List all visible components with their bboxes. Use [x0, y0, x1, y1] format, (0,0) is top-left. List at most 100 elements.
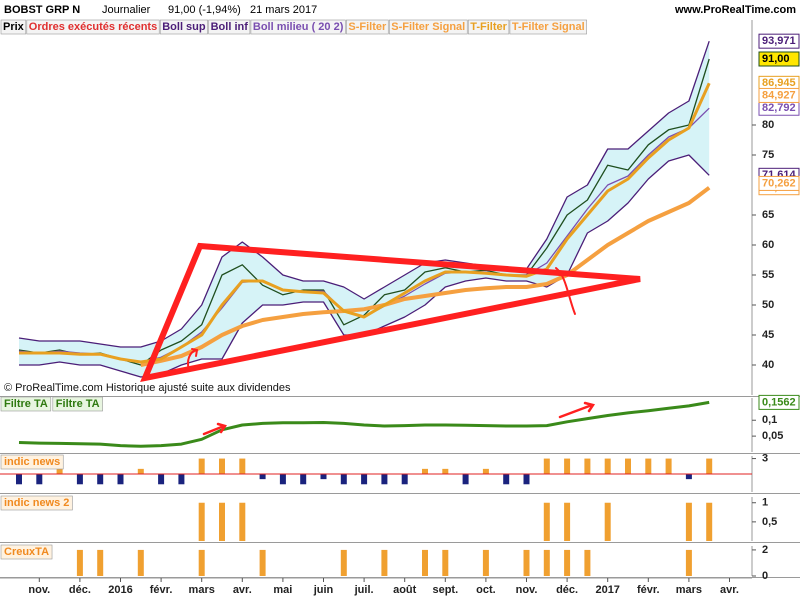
- x-tick-label: mars: [189, 584, 215, 596]
- legend-entry: Prix: [3, 21, 25, 33]
- legend-entry: S-Filter: [348, 21, 387, 33]
- value-box-label: 86,945: [762, 77, 796, 89]
- bar: [198, 502, 205, 541]
- legend-box: [208, 19, 251, 35]
- x-tick-label: oct.: [476, 584, 496, 596]
- y-tick-label: 60: [762, 239, 774, 251]
- y-tick-label: 2: [762, 544, 768, 556]
- panel-title: Filtre TA: [4, 398, 48, 410]
- bar: [685, 502, 692, 541]
- bar: [198, 458, 205, 474]
- y-tick-label: 80: [762, 119, 774, 131]
- bar: [706, 502, 713, 541]
- bar: [16, 474, 22, 485]
- x-tick-label: déc.: [69, 584, 91, 596]
- bar: [685, 549, 692, 576]
- series-line: [18, 58, 710, 366]
- series-line: [18, 400, 710, 448]
- bar: [361, 474, 368, 485]
- legend-box: [26, 19, 160, 35]
- header-bar: [0, 0, 800, 18]
- value-box-label: 91,00: [762, 53, 790, 65]
- bar: [584, 458, 591, 474]
- bar: [76, 474, 83, 485]
- legend-box: [467, 19, 510, 35]
- bar: [198, 549, 205, 576]
- legend-entry: Boll milieu ( 20 2): [253, 21, 344, 33]
- x-tick-label: sept.: [432, 584, 458, 596]
- panel-title-box: [0, 544, 53, 560]
- panel-title-box: [52, 396, 103, 412]
- bar: [239, 502, 246, 541]
- annotations: [140, 242, 641, 436]
- bar: [625, 458, 631, 474]
- x-tick-label: juil.: [354, 584, 374, 596]
- bar: [76, 549, 83, 576]
- legend-box: [388, 19, 468, 35]
- bar: [178, 474, 185, 485]
- legend-entry: Boll inf: [211, 21, 249, 33]
- bar: [564, 502, 571, 541]
- bar: [564, 458, 571, 474]
- value-box: [758, 175, 800, 191]
- bar: [543, 549, 550, 576]
- x-tick-label: nov.: [28, 584, 50, 596]
- value-box: [758, 51, 800, 67]
- legend-box: [250, 19, 346, 35]
- value-box-label: 82,792: [762, 102, 796, 114]
- value-box: [758, 87, 800, 103]
- legend-entry: Ordres exécutés récents: [29, 21, 157, 33]
- x-tick-label: mai: [273, 584, 292, 596]
- y-tick-label: 0,05: [762, 430, 783, 442]
- triangle-annotation: [140, 242, 641, 383]
- bar: [523, 474, 530, 485]
- bar: [584, 549, 591, 576]
- x-tick-label: févr.: [150, 584, 173, 596]
- y-tick-label: 50: [762, 299, 774, 311]
- bar: [503, 474, 510, 485]
- panel-title-box: [0, 396, 52, 412]
- bar: [137, 549, 144, 576]
- y-tick-label: 55: [762, 269, 774, 281]
- x-tick-label: nov.: [516, 584, 538, 596]
- arrow-annotation: [558, 401, 596, 419]
- bar: [401, 474, 408, 485]
- bar: [422, 468, 428, 474]
- y-tick-label: 0,1: [762, 414, 777, 426]
- y-tick-label: 0,5: [762, 516, 777, 528]
- value-box-label: 0,1562: [762, 396, 796, 408]
- bar: [340, 549, 347, 576]
- symbol: BOBST GRP N: [4, 4, 80, 16]
- x-tick-label: 2017: [595, 584, 619, 596]
- panel-title: indic news: [4, 456, 60, 468]
- bar: [482, 549, 489, 576]
- bar: [279, 474, 286, 485]
- bar: [442, 468, 449, 474]
- x-tick-label: mars: [676, 584, 702, 596]
- bar: [564, 549, 571, 576]
- arrow-annotation: [186, 348, 199, 371]
- legend-box: [346, 19, 389, 35]
- value-box-label: 84,927: [762, 89, 796, 101]
- value-box-label: 70,262: [762, 177, 796, 189]
- panels: nov. déc. 2016 févr. mars avr. mai juin juil. aoû…: [0, 19, 800, 596]
- bar: [523, 549, 530, 576]
- x-tick-label: 2016: [108, 584, 132, 596]
- legend-entry: Boll sup: [162, 21, 206, 33]
- series-line: [18, 40, 710, 348]
- bar: [219, 458, 225, 474]
- panel-title-box: [0, 454, 64, 470]
- bar: [381, 474, 388, 485]
- bar: [137, 468, 144, 474]
- panel-title: CreuxTA: [4, 546, 49, 558]
- arrow-annotation: [202, 422, 227, 436]
- bar: [320, 474, 327, 480]
- bar: [97, 549, 104, 576]
- y-tick-label: 0: [762, 570, 768, 582]
- period: Journalier: [102, 4, 151, 16]
- bar: [117, 474, 124, 485]
- arrow-annotation: [555, 267, 576, 315]
- bar: [239, 458, 246, 474]
- x-tick-label: avr.: [233, 584, 252, 596]
